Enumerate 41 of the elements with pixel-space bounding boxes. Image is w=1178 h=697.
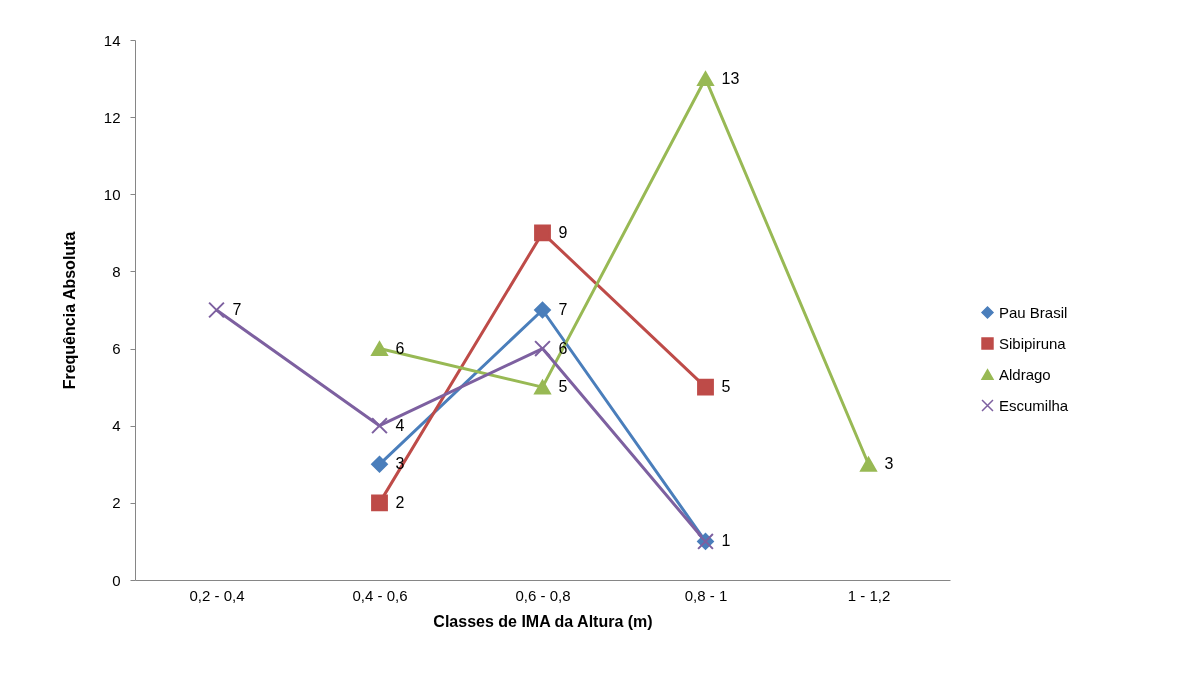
y-tick-label: 4 (112, 417, 121, 435)
point (697, 71, 714, 86)
data-label: 13 (721, 69, 740, 87)
data-label: 2 (395, 493, 405, 511)
data-label: 9 (558, 223, 568, 241)
y-tick-label: 8 (112, 262, 121, 280)
legend-label: Sibipiruna (999, 334, 1067, 352)
data-label: 7 (232, 301, 242, 318)
data-label: 4 (395, 416, 405, 434)
data-label: 7 (558, 301, 568, 318)
point (371, 417, 388, 435)
data-label: 1 (721, 532, 731, 550)
legend-label: Pau Brasil (999, 303, 1068, 321)
y-tick-label: 10 (103, 185, 121, 203)
point (534, 301, 551, 319)
data-label: 3 (884, 455, 894, 473)
point (534, 224, 551, 242)
point (697, 378, 714, 396)
point (534, 340, 551, 357)
legend-label: Aldrago (999, 365, 1051, 383)
y-tick-label: 12 (103, 108, 121, 126)
y-tick-label: 2 (112, 494, 121, 512)
point (371, 455, 388, 473)
legend-label: Escumilha (999, 396, 1069, 414)
point (371, 494, 388, 512)
data-label: 5 (721, 378, 731, 396)
x-tick-label: 0,8 - 1 (684, 586, 728, 604)
data-label: 5 (558, 378, 568, 396)
x-tick-label: 0,4 - 0,6 (352, 586, 408, 604)
point (860, 456, 877, 472)
x-axis-title: Classes de IMA da Altura (m) (433, 612, 653, 630)
y-tick-label: 14 (103, 31, 121, 49)
x-tick-label: 1 - 1,2 (847, 586, 891, 604)
point (534, 379, 551, 395)
y-tick-label: 6 (112, 340, 121, 358)
y-axis-title: Frequência Absoluta (60, 231, 78, 390)
point (208, 301, 225, 319)
x-tick-label: 0,6 - 0,8 (515, 586, 571, 604)
x-tick-label: 0,2 - 0,4 (189, 586, 245, 604)
y-tick-label: 0 (112, 571, 121, 589)
point (371, 341, 388, 356)
